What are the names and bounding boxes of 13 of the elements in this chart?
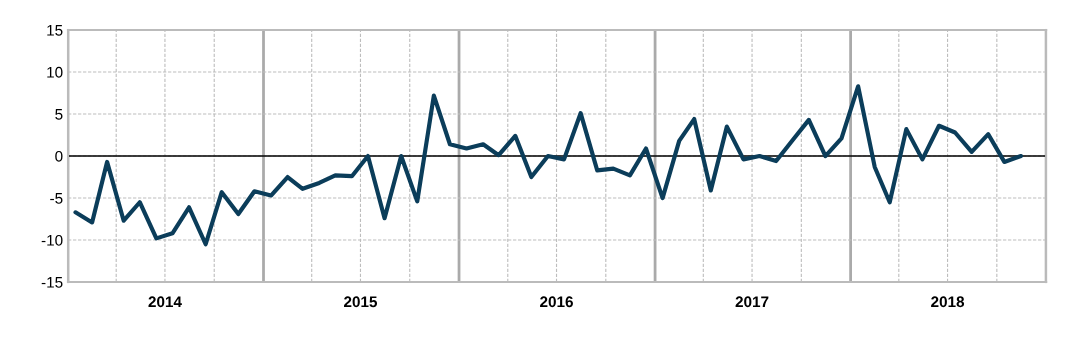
y-tick-label: -10 — [41, 234, 63, 246]
y-tick-label: -5 — [50, 193, 63, 204]
x-tick-label: 2016 — [540, 296, 573, 308]
y-tick-label: 5 — [55, 109, 63, 120]
y-tick-label: 15 — [47, 25, 63, 36]
x-tick-label: 2018 — [931, 296, 965, 308]
y-tick-label: 10 — [47, 66, 63, 78]
y-tick-label: -15 — [41, 277, 63, 288]
y-tick-label: 0 — [55, 150, 63, 162]
x-tick-label: 2015 — [344, 296, 378, 308]
x-tick-label: 2017 — [735, 296, 769, 308]
x-tick-label: 2014 — [148, 296, 182, 308]
line-series — [73, 84, 1024, 247]
